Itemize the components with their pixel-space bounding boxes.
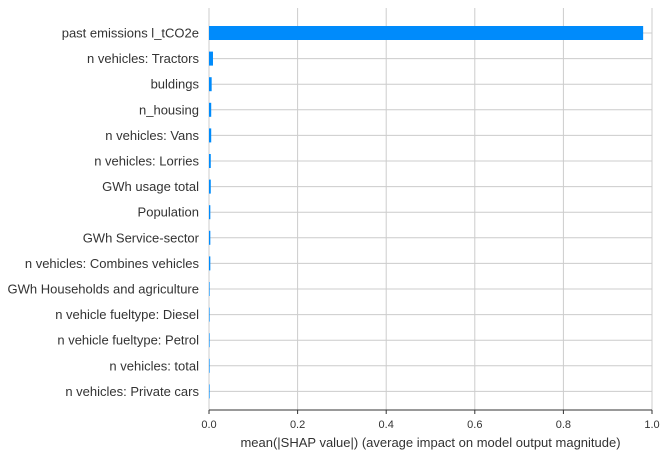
x-tick-label-2: 0.4 [379,419,394,431]
y-tick-label-1: n vehicles: Tractors [87,51,199,66]
bar-5 [209,154,211,168]
bar-1 [209,51,213,66]
y-tick-label-5: n vehicles: Lorries [94,154,199,169]
x-tick-labels: 0.0 0.2 0.4 0.6 0.8 1.0 [201,410,660,431]
y-tick-label-0: past emissions l_tCO2e [62,26,199,41]
y-tick-label-12: n vehicle fueltype: Petrol [57,333,199,348]
bar-3 [209,102,212,117]
bar-11 [209,307,210,322]
y-tick-label-3: n_housing [139,102,199,117]
y-tick-label-9: n vehicles: Combines vehicles [25,256,200,271]
bar-4 [209,128,212,143]
bar-9 [209,256,211,271]
x-tick-label-1: 0.2 [290,419,305,431]
y-tick-label-4: n vehicles: Vans [105,128,199,143]
bar-2 [209,77,212,92]
y-tick-label-13: n vehicles: total [109,358,199,373]
y-tick-label-2: buldings [151,77,200,92]
y-tick-label-6: GWh usage total [102,179,199,194]
bar-10 [209,282,210,296]
y-tick-label-11: n vehicle fueltype: Diesel [55,307,199,322]
y-tick-label-7: Population [138,205,199,220]
x-tick-label-0: 0.0 [201,419,216,431]
y-tick-label-14: n vehicles: Private cars [65,384,199,399]
bars [209,26,644,399]
y-tick-label-8: GWh Service-sector [83,230,200,245]
x-tick-label-5: 1.0 [644,419,659,431]
bar-12 [209,333,210,348]
x-tick-label-4: 0.8 [556,419,571,431]
x-tick-label-3: 0.6 [467,419,482,431]
gridlines [208,8,653,410]
bar-8 [209,230,211,245]
bar-0 [209,26,644,40]
bar-14 [209,384,210,399]
bar-7 [209,205,211,220]
x-axis: mean(|SHAP value|) (average impact on mo… [209,409,652,450]
bar-6 [209,179,211,194]
bar-13 [209,358,210,373]
y-tick-label-10: GWh Households and agriculture [8,282,200,297]
x-axis-label: mean(|SHAP value|) (average impact on mo… [240,435,620,450]
